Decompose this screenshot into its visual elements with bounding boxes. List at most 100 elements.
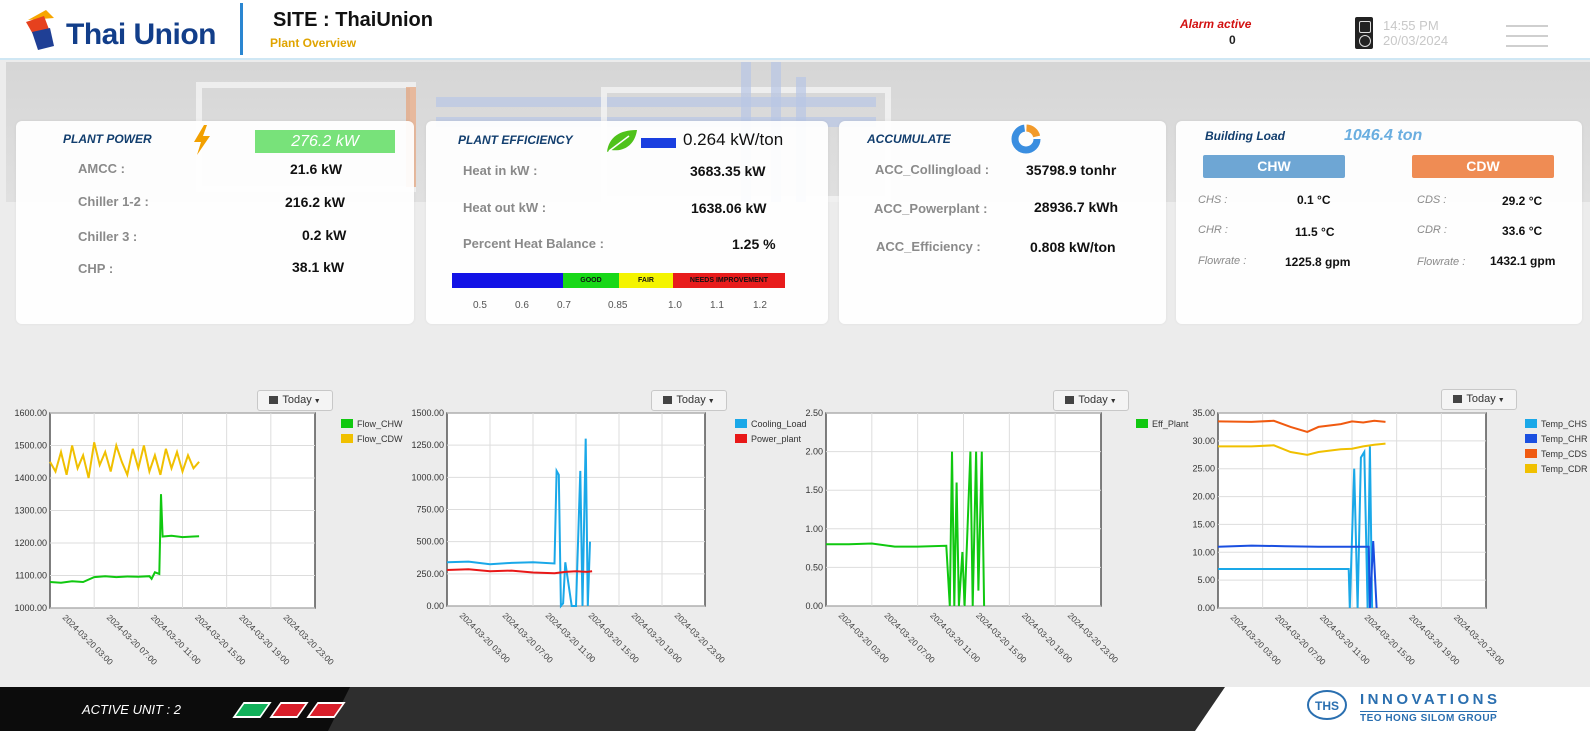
efficiency-scale: EXCELLENT GOOD FAIR NEEDS IMPROVEMENT [452,273,785,288]
y-tick-label: 0.00 [1197,603,1215,613]
y-tick-label: 25.00 [1192,464,1215,474]
y-tick-label: 0.50 [805,562,823,572]
chart-range-dropdown[interactable]: Today ▼ [257,390,333,411]
chw-row-label: CHS : [1198,194,1228,206]
plant-efficiency-card [426,121,828,324]
lightning-bolt-icon [194,125,210,155]
cdw-button[interactable]: CDW [1412,155,1554,178]
chw-row-value: 11.5 °C [1295,225,1335,239]
caret-down-icon: ▼ [313,398,321,405]
calendar-icon [1453,395,1463,403]
y-tick-label: 20.00 [1192,492,1215,502]
chart-legend: Cooling_Load Power_plant [735,418,807,448]
y-tick-label: 2.50 [805,408,823,418]
y-tick-label: 1500.00 [14,441,47,451]
current-time: 14:55 PM [1383,18,1439,33]
alarm-count: 0 [1229,33,1236,47]
plant-efficiency-value: 0.264 kW/ton [683,130,784,149]
legend-label: Power_plant [751,434,802,444]
y-tick-label: 10.00 [1192,547,1215,557]
y-tick-label: 1250.00 [411,440,444,450]
y-tick-label: 1300.00 [14,506,47,516]
chart-range-dropdown[interactable]: Today ▼ [1441,389,1517,410]
ths-logo-icon: THS [1307,690,1347,720]
y-tick-label: 1500.00 [411,408,444,418]
accumulate-title: ACCUMULATE [867,132,951,146]
legend-entry[interactable]: Flow_CDW [341,433,403,448]
legend-label: Temp_CDR [1541,464,1588,474]
legend-label: Flow_CHW [357,419,403,429]
legend-entry[interactable]: Eff_Plant [1136,418,1188,433]
y-tick-label: 30.00 [1192,436,1215,446]
range-label: Today [282,394,312,406]
series-line [1218,446,1374,609]
y-tick-label: 0.00 [805,601,823,611]
accumulate-row-label: ACC_Powerplant : [874,201,988,216]
chw-row-label: Flowrate : [1198,255,1247,267]
legend-entry[interactable]: Temp_CDR [1525,463,1588,478]
legend-swatch [1525,419,1537,428]
series-line [826,451,986,607]
series-line [446,568,593,575]
hamburger-menu-icon[interactable] [1506,25,1548,47]
calendar-clock-icon [1355,17,1373,49]
range-label: Today [1078,394,1108,406]
building-load-value: 1046.4 ton [1344,127,1423,144]
scale-band-good: GOOD [563,273,619,288]
legend-entry[interactable]: Temp_CHR [1525,433,1588,448]
legend-entry[interactable]: Power_plant [735,433,807,448]
chart-legend: Eff_Plant [1136,418,1188,433]
legend-entry[interactable]: Cooling_Load [735,418,807,433]
power-row-value: 0.2 kW [302,227,347,243]
caret-down-icon: ▼ [1109,398,1117,405]
y-tick-label: 1600.00 [14,408,47,418]
scale-tick: 0.6 [515,300,529,311]
efficiency-row-value: 3683.35 kW [690,163,766,179]
plant-power-card [16,121,414,324]
legend-swatch [1525,434,1537,443]
accumulate-row-value: 35798.9 tonhr [1026,162,1117,178]
caret-down-icon: ▼ [1497,397,1505,404]
cdw-row-label: CDS : [1417,194,1447,206]
y-tick-label: 750.00 [416,505,444,515]
legend-entry[interactable]: Temp_CHS [1525,418,1588,433]
legend-label: Cooling_Load [751,419,807,429]
accumulate-row-value: 28936.7 kWh [1034,199,1119,215]
efficiency-chart: 0.00 0.50 1.00 1.50 2.00 2.50 2024-03-20 03:00… [805,408,1120,665]
leaf-icon [607,130,637,152]
scale-tick: 1.0 [668,300,682,311]
ths-logo-text: THS [1315,699,1339,713]
header-divider [240,3,243,55]
series-line [1217,419,1386,433]
series-line [446,438,591,609]
cdw-row-value: 1432.1 gpm [1490,254,1556,268]
range-label: Today [1466,393,1496,405]
alarm-label[interactable]: Alarm active [1180,17,1252,31]
site-subtitle: Plant Overview [270,36,357,50]
chw-button[interactable]: CHW [1203,155,1345,178]
legend-entry[interactable]: Temp_CDS [1525,448,1588,463]
scale-tick: 0.7 [557,300,571,311]
chart-range-dropdown[interactable]: Today ▼ [1053,390,1129,411]
y-tick-label: 1000.00 [411,472,444,482]
scale-band-excellent: EXCELLENT [452,273,563,288]
series-line [1218,442,1386,456]
y-tick-label: 35.00 [1192,408,1215,418]
calendar-icon [269,396,279,404]
site-title: SITE : ThaiUnion [273,9,433,31]
y-tick-label: 2.00 [805,447,823,457]
scale-band-needs-improvement: NEEDS IMPROVEMENT [673,273,785,288]
chart-legend: Flow_CHW Flow_CDW [341,418,403,448]
plant-efficiency-title: PLANT EFFICIENCY [458,133,573,147]
flow-chart: 1000.00 1100.00 1200.00 1300.00 1400.00 1500.… [14,408,336,667]
chw-row-value: 1225.8 gpm [1285,255,1351,269]
legend-entry[interactable]: Flow_CHW [341,418,403,433]
y-tick-label: 1100.00 [15,571,47,581]
accumulate-row-value: 0.808 kW/ton [1030,239,1116,255]
y-tick-label: 1200.00 [14,538,47,548]
chart-range-dropdown[interactable]: Today ▼ [651,390,727,411]
legend-swatch [735,419,747,428]
legend-swatch [1525,449,1537,458]
plant-power-total: 276.2 kW [255,130,395,153]
building-load-card [1176,121,1582,324]
